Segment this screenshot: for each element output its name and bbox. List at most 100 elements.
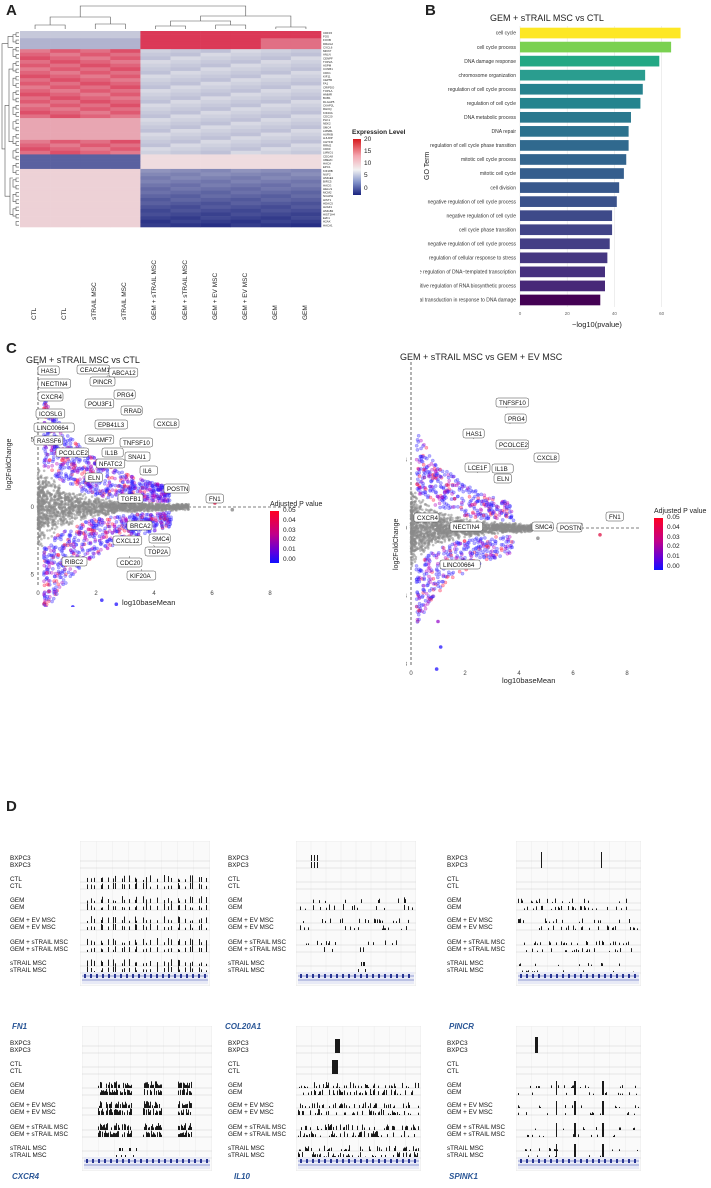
ma-gene-label: CXCL8 [153, 418, 180, 429]
heatmap-cell [200, 107, 231, 112]
coverage-track [518, 898, 627, 903]
track-sample-label: GEM [10, 1082, 25, 1089]
heatmap-cell [200, 183, 231, 188]
heatmap-cell [20, 96, 51, 101]
heatmap-cell [50, 34, 81, 39]
heatmap-cell [110, 139, 141, 144]
heatmap-cell [260, 223, 292, 228]
track-sample-label: BXPC3 [228, 1047, 249, 1054]
ma-gene-label: TNFSF10 [119, 437, 153, 448]
heatmap-cell [290, 81, 322, 86]
coverage-track [527, 1130, 615, 1137]
coverage-track [303, 1089, 413, 1095]
heatmap-cell [110, 63, 141, 68]
heatmap-cell [290, 201, 322, 206]
heatmap-legend-colorbar [353, 139, 361, 195]
coverage-track [332, 1060, 338, 1067]
heatmap-gene-label: UBE2C [323, 158, 333, 162]
heatmap-gene-label: CXCL6 [323, 45, 333, 49]
heatmap-cell [20, 49, 51, 54]
heatmap-cell [80, 125, 111, 130]
coverage-track [539, 925, 638, 930]
heatmap-cell [290, 208, 322, 213]
heatmap-cell [290, 41, 322, 46]
heatmap-column-label: CTL [61, 307, 69, 320]
heatmap-cell [110, 143, 141, 148]
heatmap-cell [80, 176, 111, 181]
heatmap-cell [170, 194, 201, 199]
heatmap-cell [290, 216, 322, 221]
go-category-label: regulation of cellular response to stres… [429, 256, 516, 262]
go-bar [520, 294, 601, 306]
heatmap-cell [20, 194, 51, 199]
heatmap-cell [140, 60, 171, 64]
ma-xtick: 8 [625, 671, 629, 677]
heatmap-cell [200, 41, 231, 46]
heatmap-cell [290, 34, 322, 39]
heatmap-cell [50, 125, 81, 130]
coverage-track [311, 855, 318, 861]
heatmap-cell [200, 194, 231, 199]
heatmap-cell [260, 60, 292, 64]
heatmap-cell [140, 172, 171, 177]
genome-track-panel [296, 841, 416, 986]
svg-text:TNFSF10: TNFSF10 [123, 440, 150, 447]
coverage-track [98, 1081, 192, 1088]
heatmap-cell [140, 74, 171, 79]
padj-colorbar-right [654, 518, 663, 570]
coverage-track [87, 923, 207, 930]
heatmap-cell [230, 172, 262, 177]
ma-gene-label: SNAI1 [124, 451, 151, 462]
heatmap-cell [20, 129, 51, 133]
heatmap-cell [230, 212, 262, 217]
heatmap-legend-tick: 10 [364, 160, 372, 167]
svg-text:SNAI1: SNAI1 [128, 454, 146, 461]
heatmap-cell [20, 118, 51, 123]
heatmap-gene-label: HDAC5 [323, 201, 333, 205]
track-sample-label: CTL [447, 1068, 459, 1075]
heatmap-cell [200, 60, 231, 64]
heatmap-cell [290, 38, 322, 43]
heatmap-cell [290, 74, 322, 79]
go-category-label: negative regulation of cell cycle proces… [428, 241, 517, 247]
coverage-track [361, 962, 365, 966]
genome-track-panel [516, 1026, 641, 1171]
heatmap-cell [20, 85, 51, 90]
padj-legend-tick: 0.04 [667, 523, 680, 531]
heatmap-cell [50, 38, 81, 43]
heatmap-cell [290, 147, 322, 152]
heatmap-cell [50, 67, 81, 72]
heatmap-cell [140, 165, 171, 170]
heatmap-cell [230, 103, 262, 108]
heatmap-cell [230, 150, 262, 155]
track-sample-label: GEM + sTRAIL MSC [228, 946, 287, 953]
heatmap-gene-label: LMNO1 [323, 151, 333, 155]
heatmap-cell [260, 89, 292, 94]
heatmap-cell [110, 99, 141, 104]
heatmap-cell [290, 154, 322, 159]
heatmap-cell [110, 52, 141, 57]
go-bar [520, 168, 624, 179]
heatmap-cell [170, 70, 201, 75]
track-sample-label: GEM [447, 904, 462, 911]
heatmap-cell [80, 190, 111, 195]
heatmap-legend-tick: 15 [364, 148, 372, 155]
heatmap-cell [50, 172, 81, 177]
ma-gene-label: HAS1 [37, 365, 60, 376]
heatmap-cell [230, 56, 262, 61]
heatmap-cell [290, 194, 322, 199]
heatmap-column-label: GEM [271, 305, 279, 320]
heatmap-column-label: GEM + sTRAIL MSC [181, 260, 189, 320]
heatmap-cell [260, 219, 292, 224]
heatmap-cell [170, 103, 201, 108]
heatmap-cell [170, 52, 201, 57]
ma-right-title: GEM + sTRAIL MSC vs GEM + EV MSC [400, 352, 563, 362]
track-sample-label: GEM [447, 897, 462, 904]
go-category-label: cell cycle phase transition [459, 227, 516, 233]
go-bar [520, 83, 643, 95]
heatmap-cell [110, 176, 141, 181]
heatmap-cell [290, 150, 322, 155]
heatmap-cell [260, 132, 292, 137]
go-xtick: 0 [519, 311, 522, 316]
heatmap-gene-label: PLK1 [323, 118, 330, 122]
